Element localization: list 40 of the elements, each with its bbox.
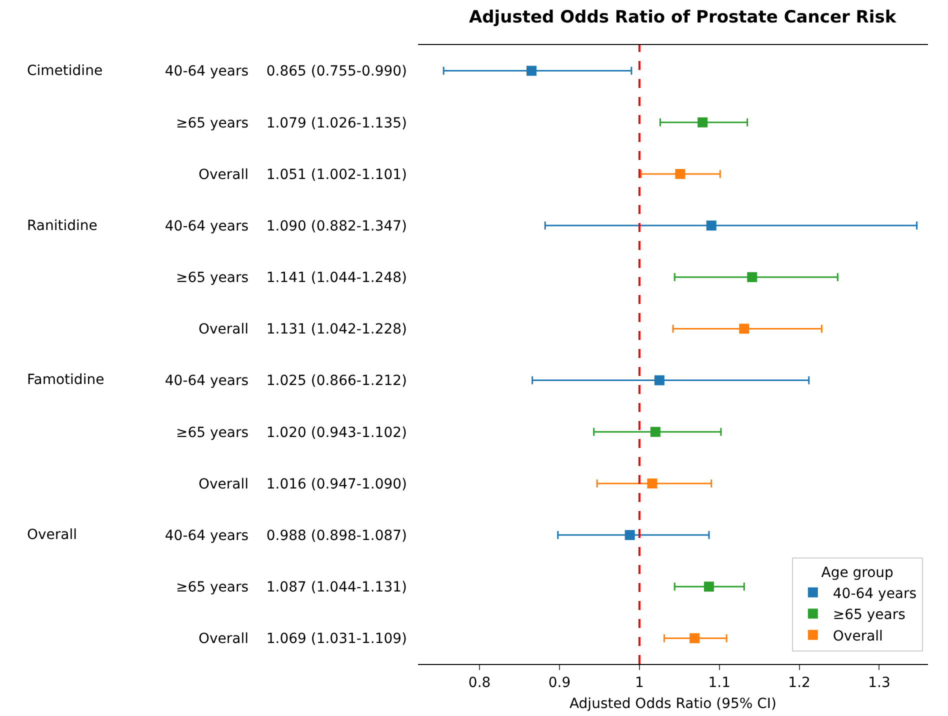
y-tick-label: Overall 1.069 (1.031-1.109) xyxy=(198,631,407,648)
point xyxy=(706,220,716,231)
y-tick-label: Overall 1.016 (0.947-1.090) xyxy=(198,476,407,492)
y-tick-label: 40-64 years 0.865 (0.755-0.990) xyxy=(164,64,407,80)
point xyxy=(650,426,660,437)
point xyxy=(747,272,758,282)
text: Ranitidine xyxy=(27,218,98,234)
y-tick-label: ≥65 years 1.020 (0.943-1.102) xyxy=(176,424,407,441)
x-tick-label: 1.3 xyxy=(868,674,890,691)
point xyxy=(690,633,700,644)
x-axis-title: Adjusted Odds Ratio (95% CI) xyxy=(569,696,777,712)
x-tick-label: 1.1 xyxy=(708,674,730,691)
text: Cimetidine xyxy=(27,63,103,79)
y-tick-label: Overall 1.051 (1.002-1.101) xyxy=(198,166,407,183)
x-tick-label: 0.8 xyxy=(468,674,491,691)
y-tick-label: 40-64 years 0.988 (0.898-1.087) xyxy=(164,528,407,544)
y-tick-label: 40-64 years 1.090 (0.882-1.347) xyxy=(164,218,407,234)
point xyxy=(704,582,714,592)
legend-label: 40-64 years xyxy=(832,586,917,602)
legend-title: Age group xyxy=(821,564,894,581)
legend-label: Overall xyxy=(832,628,883,644)
x-tick-label: 0.9 xyxy=(548,674,571,691)
point xyxy=(739,324,750,334)
y-tick-label: Overall 1.131 (1.042-1.228) xyxy=(198,322,407,338)
y-tick-label: ≥65 years 1.141 (1.044-1.248) xyxy=(176,270,407,286)
chart-title: Adjusted Odds Ratio of Prostate Cancer Risk xyxy=(468,8,897,28)
legend-label: ≥65 years xyxy=(832,607,906,624)
point xyxy=(647,478,658,488)
x-tick-label: 1 xyxy=(634,674,644,691)
y-tick-label: 40-64 years 1.025 (0.866-1.212) xyxy=(164,373,407,390)
text: Famotidine xyxy=(27,372,104,388)
point xyxy=(698,117,708,128)
point xyxy=(624,530,635,540)
text: Overall xyxy=(27,527,78,543)
point xyxy=(654,375,664,386)
y-tick-label: ≥65 years 1.079 (1.026-1.135) xyxy=(176,115,407,132)
point xyxy=(675,168,686,179)
x-tick-label: 1.2 xyxy=(788,674,810,691)
point xyxy=(526,66,537,76)
y-tick-label: ≥65 years 1.087 (1.044-1.131) xyxy=(176,580,407,596)
